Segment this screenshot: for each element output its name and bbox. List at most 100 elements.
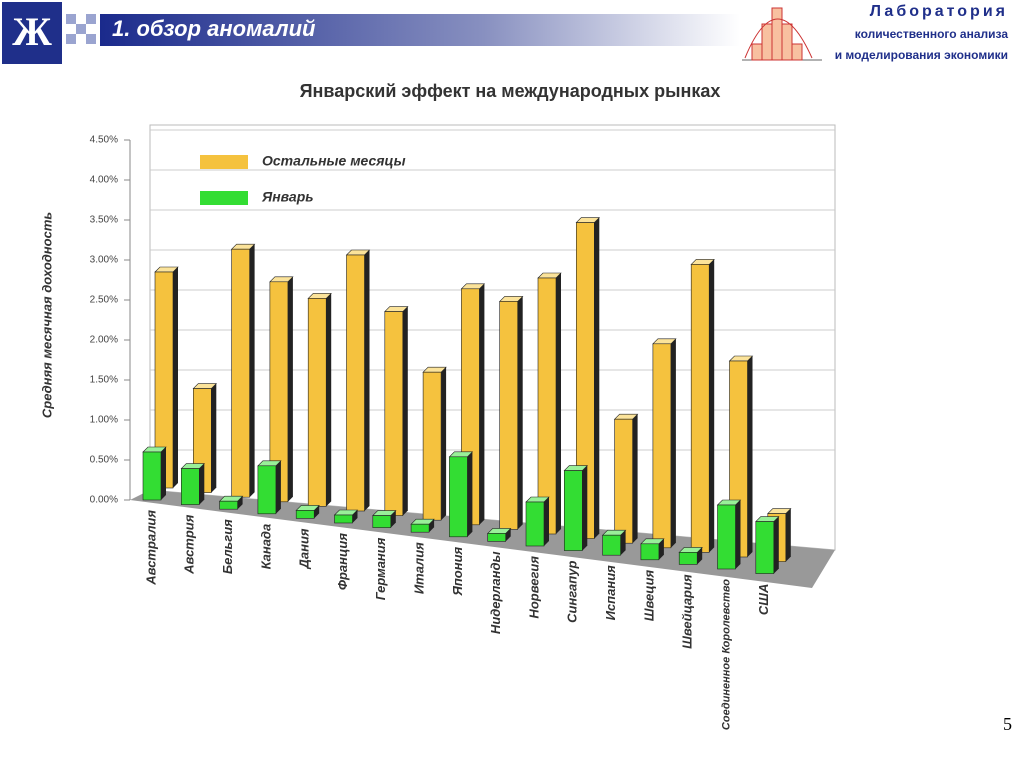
bar-side xyxy=(670,338,676,548)
bar xyxy=(640,543,660,561)
checker xyxy=(66,14,96,44)
bar-side xyxy=(709,259,715,553)
bar-side xyxy=(785,508,791,562)
bar-side xyxy=(582,465,588,551)
y-tick-label: 0.50% xyxy=(90,455,118,466)
bar-side xyxy=(287,276,293,502)
bar-side xyxy=(544,497,549,546)
bar xyxy=(219,500,238,510)
bar-side xyxy=(249,244,255,498)
y-tick-label: 2.00% xyxy=(90,335,118,346)
x-tick-label: Испания xyxy=(603,565,618,621)
lab-name: и моделирования экономики xyxy=(835,48,1008,62)
bar xyxy=(231,248,250,498)
bar-side xyxy=(173,267,178,488)
bar xyxy=(717,504,736,570)
y-tick-label: 1.50% xyxy=(90,375,118,386)
x-tick-label: Италия xyxy=(412,542,427,594)
bar xyxy=(295,510,315,519)
bar-side xyxy=(364,250,370,511)
x-tick-label: США xyxy=(756,584,771,616)
bar-side xyxy=(402,306,408,516)
y-tick-label: 1.00% xyxy=(90,415,118,426)
lab-name: количественного анализа xyxy=(855,27,1009,41)
logo xyxy=(2,2,62,64)
bar xyxy=(690,264,710,553)
x-tick-label: Швеция xyxy=(641,569,656,621)
bar xyxy=(614,418,633,544)
logo-mark: Ж xyxy=(12,9,52,54)
bar xyxy=(181,468,200,505)
x-tick-label: Германия xyxy=(373,537,388,600)
legend-swatch xyxy=(200,155,248,169)
x-tick-label: Франция xyxy=(335,533,350,591)
y-tick-label: 3.50% xyxy=(90,215,118,226)
bar-side xyxy=(773,516,779,574)
legend-label: Остальные месяцы xyxy=(262,153,406,169)
bar-side xyxy=(697,547,703,565)
bar xyxy=(372,515,392,528)
bar xyxy=(487,533,507,542)
legend-swatch xyxy=(200,191,248,205)
bar-side xyxy=(326,293,332,507)
y-tick-label: 4.00% xyxy=(90,175,118,186)
y-tick-label: 4.50% xyxy=(90,135,118,146)
bar-side xyxy=(517,296,523,530)
bar xyxy=(499,301,519,530)
bar-side xyxy=(479,283,485,525)
x-tick-label: Дания xyxy=(297,528,312,569)
bar xyxy=(755,521,775,574)
bar xyxy=(384,311,404,516)
bar-side xyxy=(620,530,626,556)
bar xyxy=(678,552,698,565)
x-tick-label: Нидерланды xyxy=(488,551,503,634)
x-tick-label: Сингапур xyxy=(565,561,580,623)
bar-side xyxy=(275,460,281,514)
lab-icon xyxy=(742,7,822,61)
x-tick-label: Канада xyxy=(258,524,273,570)
bar-side xyxy=(199,463,205,505)
chart-title: Январский эффект на международных рынках xyxy=(300,81,721,101)
bar xyxy=(422,371,442,521)
bar-side xyxy=(211,383,217,493)
x-tick-label: Австрия xyxy=(182,514,197,575)
bar xyxy=(525,501,545,547)
page-number: 5 xyxy=(1003,714,1012,734)
bar-side xyxy=(632,414,638,544)
bar-side xyxy=(390,510,396,528)
bar-side xyxy=(556,273,561,534)
x-tick-label: Соединенное Королевство xyxy=(720,579,732,730)
bar-side xyxy=(594,217,600,539)
y-tick-label: 2.50% xyxy=(90,295,118,306)
lab-name: Лаборатория xyxy=(870,3,1008,20)
bar xyxy=(563,470,583,551)
x-tick-label: Бельгия xyxy=(220,519,235,574)
bar xyxy=(652,343,672,549)
bar xyxy=(602,534,621,556)
bar xyxy=(449,456,468,538)
y-axis-label: Средняя месячная доходность xyxy=(39,212,54,418)
bar xyxy=(257,465,277,515)
bar xyxy=(334,514,353,524)
y-tick-label: 0.00% xyxy=(90,495,118,506)
bar-side xyxy=(467,451,473,537)
bar xyxy=(346,254,365,512)
bar-side xyxy=(429,519,435,533)
legend-label: Январь xyxy=(261,189,314,205)
y-tick-label: 3.00% xyxy=(90,255,118,266)
header-bar xyxy=(100,14,740,46)
bar xyxy=(307,298,327,507)
bar xyxy=(537,277,557,535)
x-tick-label: Норвегия xyxy=(526,556,541,619)
bar-side xyxy=(314,505,320,519)
bar-side xyxy=(658,538,664,560)
x-tick-label: Швейцария xyxy=(680,574,695,649)
x-tick-label: Австралия xyxy=(143,510,158,586)
bar-side xyxy=(747,356,753,557)
bar-side xyxy=(352,510,358,523)
bar-side xyxy=(237,496,243,510)
header-title: 1. обзор аномалий xyxy=(112,16,316,41)
bar-side xyxy=(735,500,741,569)
